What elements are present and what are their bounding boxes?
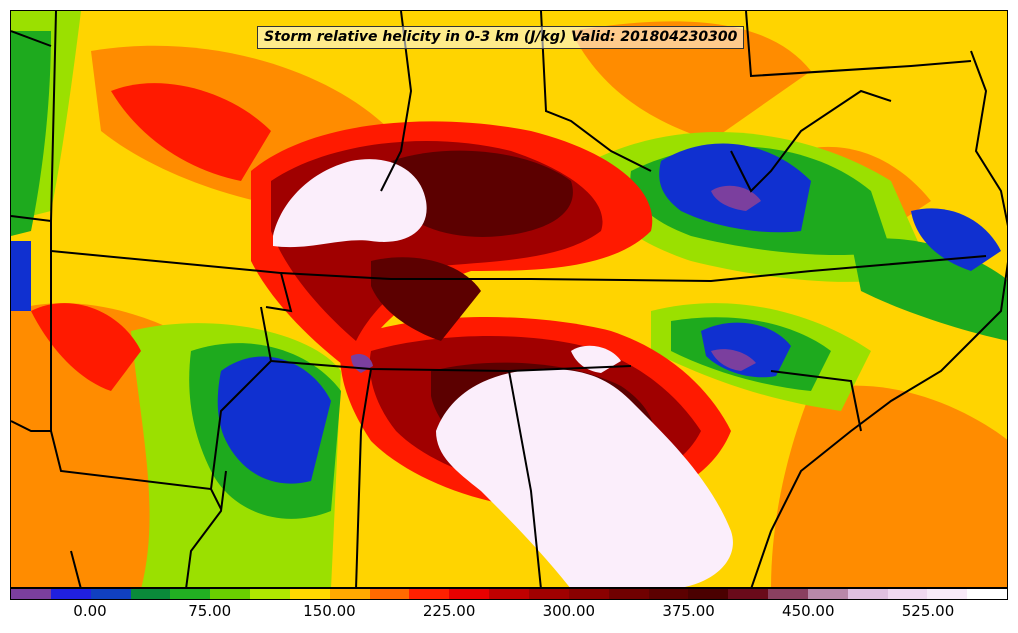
colorbar-ticks: 0.00 75.00 150.00 225.00 300.00 375.00 450.00 5… (10, 602, 1008, 626)
colorbar-segment (967, 589, 1007, 599)
colorbar-tick-label: 0.00 (73, 602, 106, 620)
map-panel: Storm relative helicity in 0-3 km (J/kg)… (10, 10, 1008, 588)
colorbar-tick-label: 525.00 (902, 602, 955, 620)
colorbar-segment (449, 589, 489, 599)
colorbar-segment (649, 589, 689, 599)
colorbar-segment (569, 589, 609, 599)
colorbar-segment (688, 589, 728, 599)
colorbar-tick-label: 450.00 (782, 602, 835, 620)
colorbar-segment (210, 589, 250, 599)
blue-region (11, 241, 31, 311)
colorbar-tick-label: 150.00 (303, 602, 356, 620)
colorbar-segment (409, 589, 449, 599)
colorbar-segment (808, 589, 848, 599)
colorbar-segment (489, 589, 529, 599)
helicity-map (11, 11, 1008, 588)
colorbar (10, 588, 1008, 600)
colorbar-segment (888, 589, 928, 599)
colorbar-segment (131, 589, 171, 599)
colorbar-segment (91, 589, 131, 599)
colorbar-segment (609, 589, 649, 599)
colorbar-segment (330, 589, 370, 599)
colorbar-tick-label: 75.00 (188, 602, 231, 620)
colorbar-segment (51, 589, 91, 599)
colorbar-tick-label: 300.00 (543, 602, 596, 620)
colorbar-segment (848, 589, 888, 599)
colorbar-segment (529, 589, 569, 599)
colorbar-segment (170, 589, 210, 599)
colorbar-tick-label: 375.00 (662, 602, 715, 620)
orange-region (771, 386, 1008, 588)
colorbar-tick-label: 225.00 (423, 602, 476, 620)
field-shading (11, 11, 1008, 588)
colorbar-segment (927, 589, 967, 599)
colorbar-segment (290, 589, 330, 599)
colorbar-segment (250, 589, 290, 599)
colorbar-segment (370, 589, 410, 599)
map-title: Storm relative helicity in 0-3 km (J/kg)… (257, 26, 744, 49)
colorbar-segment (768, 589, 808, 599)
colorbar-segment (11, 589, 51, 599)
colorbar-segment (728, 589, 768, 599)
